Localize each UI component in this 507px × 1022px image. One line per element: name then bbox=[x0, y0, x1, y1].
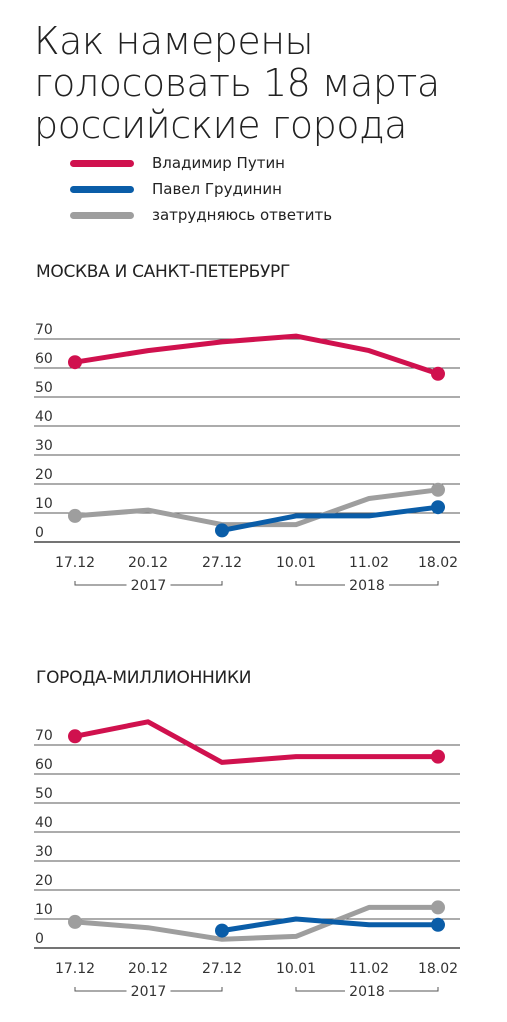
chart-moscow-spb: МОСКВА И САНКТ-ПЕТЕРБУРГ 0 10 20 30 40 50 60 70… bbox=[0, 262, 507, 602]
legend-swatch bbox=[70, 185, 134, 193]
series-endpoint bbox=[431, 366, 445, 381]
y-tick-label: 70 bbox=[35, 728, 53, 744]
x-tick-label: 27.12 bbox=[202, 961, 242, 977]
series-line bbox=[72, 904, 441, 942]
x-tick-label: 20.12 bbox=[128, 555, 168, 571]
legend-swatch bbox=[70, 211, 134, 219]
series-endpoint bbox=[68, 355, 82, 370]
y-tick-label: 30 bbox=[35, 438, 53, 454]
series-line bbox=[72, 487, 441, 528]
series-endpoint bbox=[68, 508, 82, 523]
legend-swatch bbox=[70, 159, 134, 167]
series-line bbox=[72, 333, 441, 377]
series-endpoint bbox=[215, 523, 229, 538]
year-label: 2018 bbox=[349, 578, 385, 594]
x-tick-label: 18.02 bbox=[418, 555, 458, 571]
year-label: 2018 bbox=[349, 984, 385, 1000]
series-line bbox=[219, 916, 441, 934]
series-endpoint bbox=[68, 914, 82, 929]
y-tick-label: 10 bbox=[35, 902, 53, 918]
year-label: 2017 bbox=[131, 578, 167, 594]
series-endpoint bbox=[215, 923, 229, 938]
year-bracket bbox=[74, 581, 223, 586]
y-tick-label: 0 bbox=[35, 525, 44, 541]
y-tick-label: 20 bbox=[35, 873, 53, 889]
year-bracket bbox=[74, 987, 223, 992]
chart-plot: 0 10 20 30 40 50 60 70 17.12 20.12 27.12 10.01 11.02… bbox=[34, 719, 460, 1000]
y-tick-label: 40 bbox=[35, 815, 53, 831]
y-tick-label: 10 bbox=[35, 496, 53, 512]
y-tick-label: 60 bbox=[35, 757, 53, 773]
year-bracket bbox=[295, 987, 439, 992]
series-endpoint bbox=[431, 900, 445, 915]
series-endpoint bbox=[431, 500, 445, 515]
legend: Владимир Путин Павел Грудинин затрудняюс… bbox=[70, 150, 332, 228]
year-bracket bbox=[295, 581, 439, 586]
legend-item-grudinin: Павел Грудинин bbox=[70, 176, 332, 202]
title-line: российские города bbox=[34, 103, 407, 147]
series-endpoint bbox=[431, 482, 445, 497]
x-tick-label: 10.01 bbox=[276, 555, 316, 571]
legend-item-undecided: затрудняюсь ответить bbox=[70, 202, 332, 228]
chart-plot: 0 10 20 30 40 50 60 70 17.12 20.12 27.12 10.01 11.02… bbox=[34, 322, 460, 594]
series-endpoint bbox=[431, 917, 445, 932]
x-tick-label: 11.02 bbox=[349, 961, 389, 977]
x-tick-label: 27.12 bbox=[202, 555, 242, 571]
y-tick-label: 60 bbox=[35, 351, 53, 367]
y-tick-label: 20 bbox=[35, 467, 53, 483]
x-tick-label: 10.01 bbox=[276, 961, 316, 977]
x-tick-label: 17.12 bbox=[55, 961, 95, 977]
legend-item-putin: Владимир Путин bbox=[70, 150, 332, 176]
chart-title: ГОРОДА-МИЛЛИОННИКИ bbox=[36, 668, 252, 688]
x-tick-label: 18.02 bbox=[418, 961, 458, 977]
x-tick-label: 17.12 bbox=[55, 555, 95, 571]
series-endpoint bbox=[431, 749, 445, 764]
y-tick-label: 50 bbox=[35, 786, 53, 802]
page-title: Как намерены голосовать 18 марта российс… bbox=[34, 20, 440, 146]
legend-label: затрудняюсь ответить bbox=[152, 206, 333, 224]
y-tick-label: 30 bbox=[35, 844, 53, 860]
x-tick-label: 11.02 bbox=[349, 555, 389, 571]
series-endpoint bbox=[68, 729, 82, 744]
title-line: Как намерены bbox=[34, 19, 314, 63]
legend-label: Владимир Путин bbox=[152, 154, 285, 172]
legend-label: Павел Грудинин bbox=[152, 180, 282, 198]
series-line bbox=[219, 504, 441, 533]
title-line: голосовать 18 марта bbox=[34, 61, 440, 105]
series-line bbox=[72, 719, 441, 765]
chart-title: МОСКВА И САНКТ-ПЕТЕРБУРГ bbox=[36, 262, 291, 282]
x-tick-label: 20.12 bbox=[128, 961, 168, 977]
year-label: 2017 bbox=[131, 984, 167, 1000]
y-tick-label: 70 bbox=[35, 322, 53, 338]
y-tick-label: 40 bbox=[35, 409, 53, 425]
y-tick-label: 0 bbox=[35, 931, 44, 947]
y-tick-label: 50 bbox=[35, 380, 53, 396]
chart-million-cities: ГОРОДА-МИЛЛИОННИКИ 0 10 20 30 40 50 60 70 17.12 2… bbox=[0, 668, 507, 1008]
